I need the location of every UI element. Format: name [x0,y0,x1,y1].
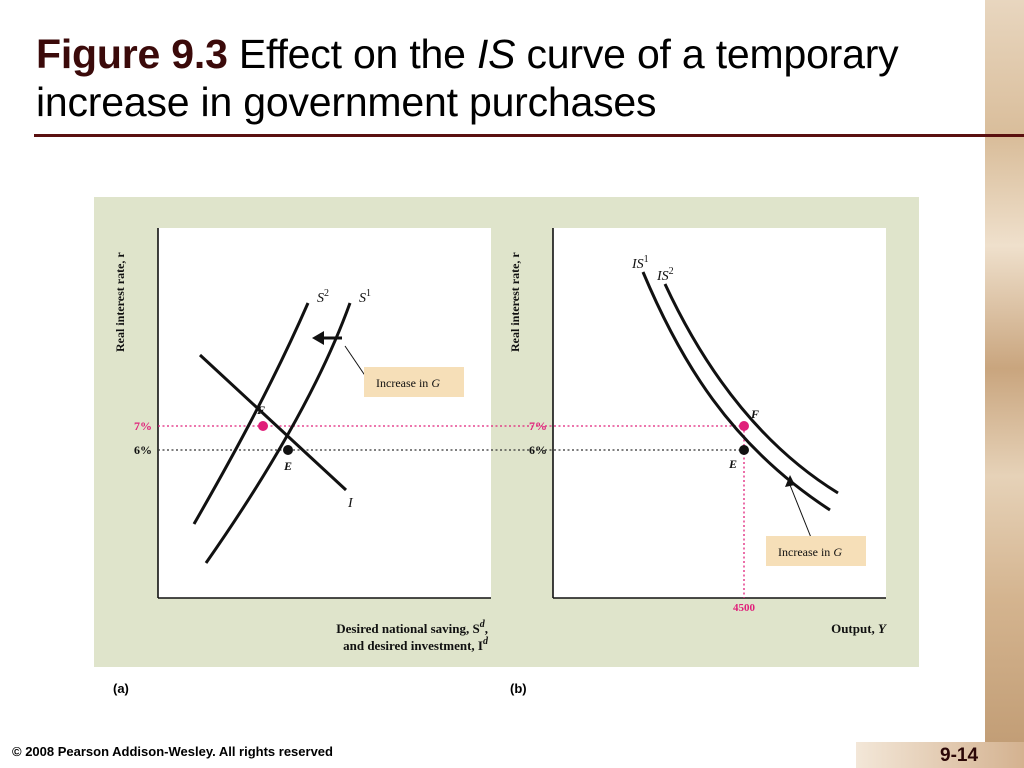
title-text-post: curve of a temporary increase in governm… [36,31,899,125]
annotation-b-arrowhead [785,475,795,487]
panel-a-tick-7: 7% [134,419,152,433]
title-text-pre: Effect on the [238,31,466,77]
curve-s1 [204,302,352,564]
panel-a-label: (a) [113,681,129,696]
shift-arrow-head [312,331,324,345]
point-e-b [739,445,749,455]
curve-i-label: I [347,496,354,511]
annotation-b-text: Increase in G [778,545,842,559]
point-f-b [739,421,749,431]
panel-b-tick-6: 6% [529,443,547,457]
panel-b-x-axis-label: Output, Y [831,621,887,636]
point-f-b-label: F [750,407,759,421]
title-underline [34,134,1024,137]
point-f-a [258,421,268,431]
point-e-b-label: E [728,457,737,471]
panel-a-plot-area [158,228,491,598]
panel-b-tick-4500: 4500 [733,602,756,614]
annotation-a-leader [344,345,367,378]
annotation-b-box [766,536,866,566]
panel-b-tick-7: 7% [529,419,547,433]
panel-a-tick-6: 6% [134,443,152,457]
figure-label: Figure 9.3 [36,31,228,77]
copyright-text: © 2008 Pearson Addison-Wesley. All right… [12,744,333,759]
annotation-a-box [364,367,464,397]
panel-a-x-axis-label-2: and desired investment, Id [343,636,489,653]
annotation-b-leader [789,484,813,541]
title-text-italic: IS [476,31,516,77]
panel-a-y-axis-label: Real interest rate, r [113,252,127,352]
slide-title: Figure 9.3 Effect on the IS curve of a t… [36,30,976,126]
curve-is2 [663,283,839,495]
point-e-a-label: E [283,459,292,473]
slide-number-background [856,742,1024,768]
decorative-side-strip [985,0,1024,768]
curve-is2-label: IS2 [656,266,674,284]
curve-is1-label: IS1 [631,254,649,272]
curve-s2 [192,302,310,525]
panel-b-y-axis-label: Real interest rate, r [508,252,522,352]
curve-s1-label: S1 [359,288,371,306]
curve-i [198,353,348,492]
annotation-a-text: Increase in G [376,376,440,390]
point-e-a [283,445,293,455]
panel-b-label: (b) [510,681,527,696]
point-f-a-label: F [256,403,265,417]
panel-a-x-axis-label-1: Desired national saving, Sd, [336,619,488,636]
slide-number: 9-14 [940,745,979,766]
curve-s2-label: S2 [317,288,329,306]
